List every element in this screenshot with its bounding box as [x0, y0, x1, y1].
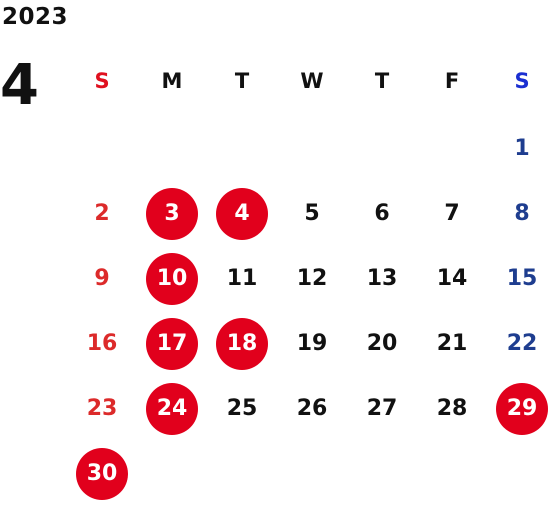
calendar-month: 4 [0, 53, 39, 118]
calendar-day-cell: 3 [137, 181, 207, 246]
weekday-day: 13 [366, 266, 398, 291]
calendar-day-cell: 19 [277, 311, 347, 376]
calendar-year: 2023 [2, 4, 69, 30]
holiday-day: 4 [216, 187, 268, 240]
weekday-day: 20 [366, 331, 398, 356]
weekday-day: 27 [366, 396, 398, 421]
sunday-day: 16 [86, 331, 118, 356]
weekday-day: 28 [436, 396, 468, 421]
calendar-day-cell [137, 441, 207, 506]
calendar-day-cell: 1 [487, 116, 548, 181]
calendar-day-cell [487, 441, 548, 506]
calendar-day-cell: 7 [417, 181, 487, 246]
calendar-day-cell [417, 441, 487, 506]
weekday-day: 25 [226, 396, 258, 421]
calendar-day-cell [417, 116, 487, 181]
weekday-day: 12 [296, 266, 328, 291]
calendar-day-cell: 12 [277, 246, 347, 311]
holiday-day: 29 [496, 382, 548, 435]
calendar-day-cell: 6 [347, 181, 417, 246]
calendar-day-cell: 17 [137, 311, 207, 376]
calendar-day-cell: 18 [207, 311, 277, 376]
calendar-day-cell [277, 441, 347, 506]
calendar-day-cell [67, 116, 137, 181]
weekday-tuesday: T [234, 69, 250, 93]
weekday-thursday: T [374, 69, 390, 93]
weekday-day: 5 [304, 201, 320, 226]
calendar-day-cell: 15 [487, 246, 548, 311]
calendar-day-cell [347, 441, 417, 506]
weekday-day: 6 [374, 201, 390, 226]
calendar-day-cell: 13 [347, 246, 417, 311]
calendar-day-cell [207, 441, 277, 506]
calendar-day-cell: 28 [417, 376, 487, 441]
calendar-day-cell: 21 [417, 311, 487, 376]
calendar-day-cell: 11 [207, 246, 277, 311]
holiday-day: 18 [216, 317, 268, 370]
holiday-day: 3 [146, 187, 198, 240]
weekday-friday: F [444, 69, 460, 93]
calendar-day-cell: 22 [487, 311, 548, 376]
calendar-day-cell: 30 [67, 441, 137, 506]
calendar-day-cell: 25 [207, 376, 277, 441]
calendar-day-cell [347, 116, 417, 181]
weekday-sunday: S [94, 69, 110, 93]
calendar-day-cell: 2 [67, 181, 137, 246]
weekday-saturday: S [514, 69, 530, 93]
calendar-day-cell: 26 [277, 376, 347, 441]
sunday-day: 2 [94, 201, 110, 226]
holiday-day: 17 [146, 317, 198, 370]
weekday-monday: M [161, 69, 183, 93]
holiday-day: 30 [76, 447, 128, 500]
calendar-day-cell: 16 [67, 311, 137, 376]
weekday-day: 11 [226, 266, 258, 291]
calendar-day-cell [277, 116, 347, 181]
saturday-day: 1 [514, 136, 530, 161]
weekday-day: 14 [436, 266, 468, 291]
calendar-day-cell: 23 [67, 376, 137, 441]
holiday-day: 24 [146, 382, 198, 435]
saturday-day: 8 [514, 201, 530, 226]
weekday-day: 26 [296, 396, 328, 421]
calendar-day-cell: 9 [67, 246, 137, 311]
calendar-day-cell [207, 116, 277, 181]
weekday-day: 21 [436, 331, 468, 356]
weekday-wednesday: W [300, 69, 324, 93]
calendar-day-cell: 29 [487, 376, 548, 441]
saturday-day: 22 [506, 331, 538, 356]
saturday-day: 15 [506, 266, 538, 291]
calendar-day-cell: 5 [277, 181, 347, 246]
calendar-day-cell: 4 [207, 181, 277, 246]
weekday-day: 19 [296, 331, 328, 356]
calendar-day-cell: 27 [347, 376, 417, 441]
calendar-day-cell: 14 [417, 246, 487, 311]
holiday-day: 10 [146, 252, 198, 305]
calendar-day-cell: 24 [137, 376, 207, 441]
sunday-day: 9 [94, 266, 110, 291]
calendar-day-cell [137, 116, 207, 181]
calendar-day-cell: 8 [487, 181, 548, 246]
weekday-day: 7 [444, 201, 460, 226]
calendar-day-cell: 20 [347, 311, 417, 376]
calendar-day-cell: 10 [137, 246, 207, 311]
sunday-day: 23 [86, 396, 118, 421]
calendar-grid: S M T W T F S 1 2 3 4 5 6 7 8 9 10 11 12 13 14 15 16 17 1… [67, 46, 548, 506]
